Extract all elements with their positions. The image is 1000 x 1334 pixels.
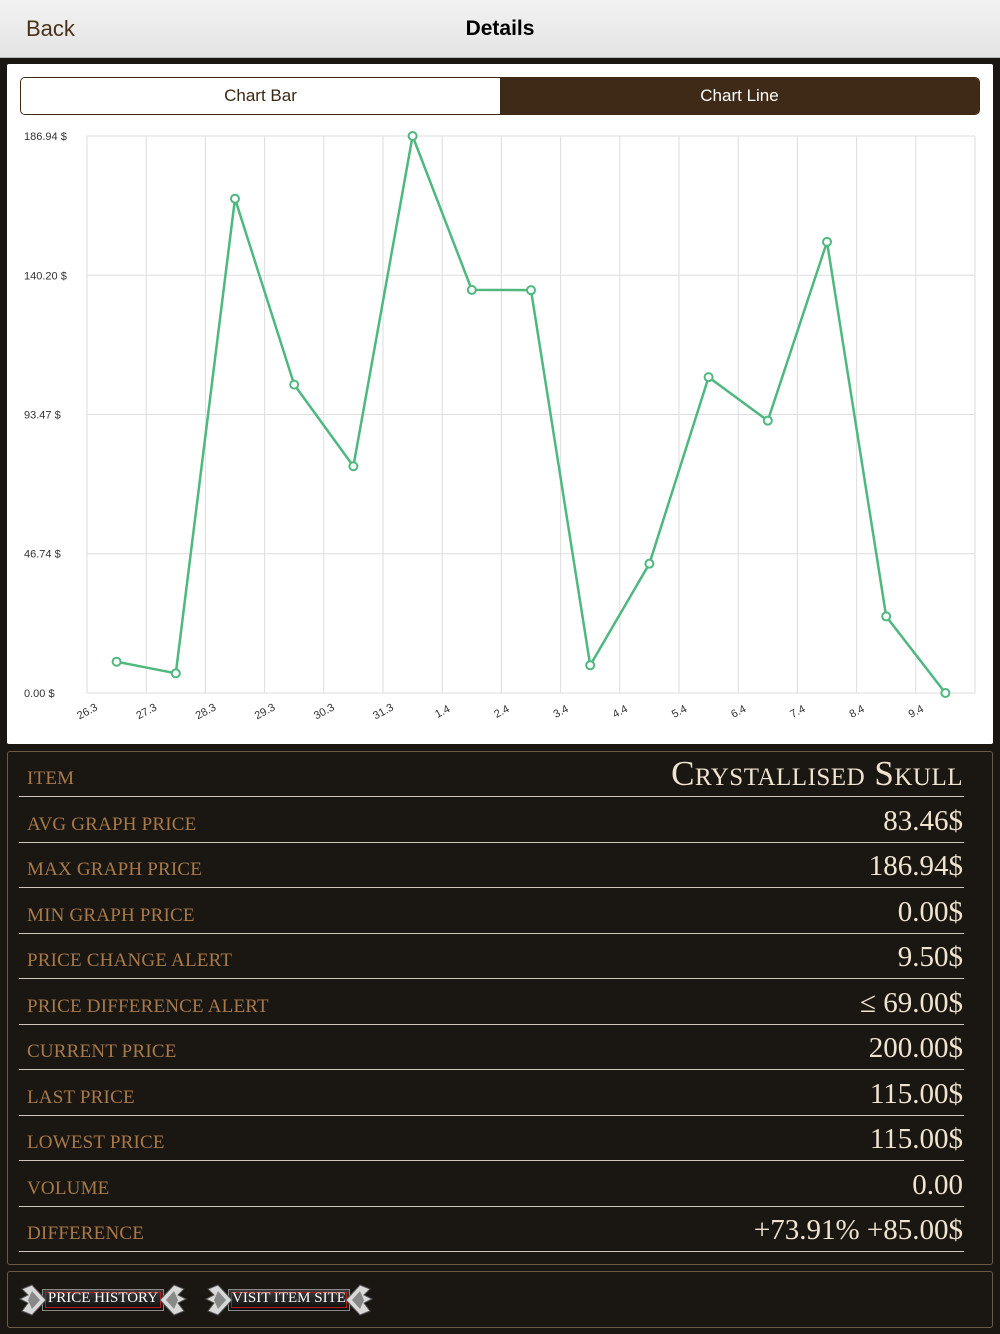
stat-label: Last price <box>27 1086 135 1108</box>
stat-value: 0.00$ <box>897 895 963 928</box>
data-point <box>526 285 536 296</box>
chart-type-segmented-control: Chart Bar Chart Line <box>20 77 980 115</box>
chart-panel: Chart Bar Chart Line 186.94 $ 140.20 $ 93.… <box>7 64 993 744</box>
y-tick-label: 0.00 $ <box>24 688 55 700</box>
stat-row: Current price 200.00$ <box>19 1025 964 1070</box>
data-point <box>466 284 477 295</box>
stat-value: 83.46$ <box>883 804 963 837</box>
data-point <box>822 236 832 247</box>
x-tick-label: 9.4 <box>907 703 926 721</box>
stat-row: Price change alert 9.50$ <box>19 934 964 979</box>
stat-row: Avg graph price 83.46$ <box>19 797 964 843</box>
stat-label: Current price <box>27 1041 177 1062</box>
back-button[interactable]: Back <box>26 16 75 41</box>
x-tick-label: 7.4 <box>788 703 807 721</box>
stat-label: Difference <box>27 1223 145 1244</box>
x-tick-label: 4.4 <box>611 703 630 721</box>
data-point <box>348 461 359 472</box>
page-title: Details <box>465 17 535 40</box>
data-point <box>230 193 240 204</box>
price-history-button[interactable]: Price History <box>18 1279 188 1321</box>
data-point <box>644 558 655 569</box>
data-point <box>703 372 714 383</box>
x-tick-label: 6.4 <box>729 703 748 721</box>
price-line-chart: 186.94 $ 140.20 $ 93.47 $ 46.74 $ 0.00 $ 26.3… <box>24 131 976 723</box>
x-tick-label: 27.3 <box>134 702 159 723</box>
data-point <box>289 379 300 390</box>
button-plate <box>228 1289 350 1311</box>
stat-value: 186.94$ <box>868 850 963 882</box>
stat-label: Avg graph price <box>27 813 197 835</box>
item-name: Crystallised Skull <box>671 754 963 793</box>
right-wing-ornament-icon <box>345 1284 374 1316</box>
right-wing-ornament-icon <box>159 1284 188 1316</box>
x-tick-label: 26.3 <box>75 702 100 723</box>
stat-value: 200.00$ <box>868 1032 963 1064</box>
data-point <box>940 688 951 698</box>
stat-row: Min graph price 0.00$ <box>19 888 964 934</box>
item-label: Item <box>27 768 75 789</box>
stat-label: Price difference alert <box>27 995 269 1017</box>
stat-label: Max graph price <box>27 859 203 880</box>
x-tick-label: 29.3 <box>253 702 278 723</box>
stat-value: 0.00 <box>912 1168 963 1201</box>
chart-bar-segment[interactable]: Chart Bar <box>21 78 500 114</box>
stat-row-item: Item Crystallised Skull <box>19 752 964 797</box>
x-tick-label: 28.3 <box>194 702 219 723</box>
stat-row: Lowest price 115.00$ <box>19 1116 964 1161</box>
data-point <box>881 611 892 622</box>
stat-label: Min graph price <box>27 904 195 926</box>
left-wing-ornament-icon <box>204 1284 233 1316</box>
navigation-bar: Back Details <box>0 0 1000 58</box>
y-tick-label: 93.47 $ <box>24 410 61 422</box>
y-tick-label: 46.74 $ <box>24 549 61 561</box>
stat-label: Lowest price <box>27 1132 165 1153</box>
data-point <box>762 415 773 426</box>
item-stats-table: Item Crystallised Skull Avg graph price 8… <box>7 751 993 1265</box>
visit-item-site-label: Visit Item Site <box>232 1290 346 1306</box>
x-tick-label: 8.4 <box>847 703 866 721</box>
stat-row: Max graph price 186.94$ <box>19 843 964 888</box>
x-tick-label: 1.4 <box>433 703 452 721</box>
stat-row: Price difference alert ≤ 69.00$ <box>19 979 964 1025</box>
data-point <box>111 656 122 667</box>
data-point <box>170 668 181 679</box>
stat-value: 115.00$ <box>869 1077 963 1110</box>
stat-value: +73.91% +85.00$ <box>753 1214 963 1246</box>
x-tick-label: 5.4 <box>670 703 689 721</box>
data-point <box>407 131 418 141</box>
stat-value: 9.50$ <box>897 941 963 973</box>
footer-toolbar: Price History Visit Item Site <box>7 1271 993 1328</box>
chart-line-segment[interactable]: Chart Line <box>500 78 979 114</box>
stat-value: 115.00$ <box>869 1123 963 1155</box>
x-tick-label: 30.3 <box>312 702 337 723</box>
x-tick-label: 3.4 <box>551 703 570 721</box>
stat-value: ≤ 69.00$ <box>860 986 963 1019</box>
stat-label: Volume <box>27 1177 110 1199</box>
x-tick-label: 2.4 <box>492 703 511 721</box>
y-tick-label: 140.20 $ <box>24 270 67 282</box>
data-point <box>585 660 596 671</box>
left-wing-ornament-icon <box>18 1284 47 1316</box>
x-tick-label: 31.3 <box>371 702 396 723</box>
stat-row: Volume 0.00 <box>19 1161 964 1207</box>
stat-label: Price change alert <box>27 950 233 971</box>
y-tick-label: 186.94 $ <box>24 131 67 143</box>
visit-item-site-button[interactable]: Visit Item Site <box>204 1279 374 1321</box>
stat-row: Difference +73.91% +85.00$ <box>19 1207 964 1252</box>
stat-row: Last price 115.00$ <box>19 1070 964 1116</box>
price-history-label: Price History <box>47 1290 159 1306</box>
